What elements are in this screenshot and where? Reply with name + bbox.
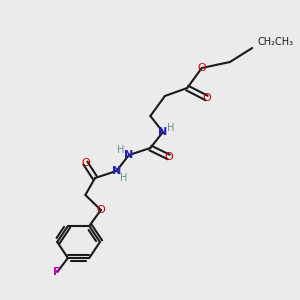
Text: H: H <box>121 173 128 183</box>
Text: O: O <box>164 152 173 162</box>
Text: N: N <box>124 150 134 160</box>
Text: N: N <box>158 127 168 137</box>
Text: F: F <box>53 267 61 277</box>
Text: CH₂CH₃: CH₂CH₃ <box>257 37 293 47</box>
Text: O: O <box>81 158 90 168</box>
Text: O: O <box>202 93 211 103</box>
Text: H: H <box>117 145 124 155</box>
Text: O: O <box>97 205 105 215</box>
Text: O: O <box>197 63 206 73</box>
Text: H: H <box>167 123 174 133</box>
Text: N: N <box>112 166 121 176</box>
